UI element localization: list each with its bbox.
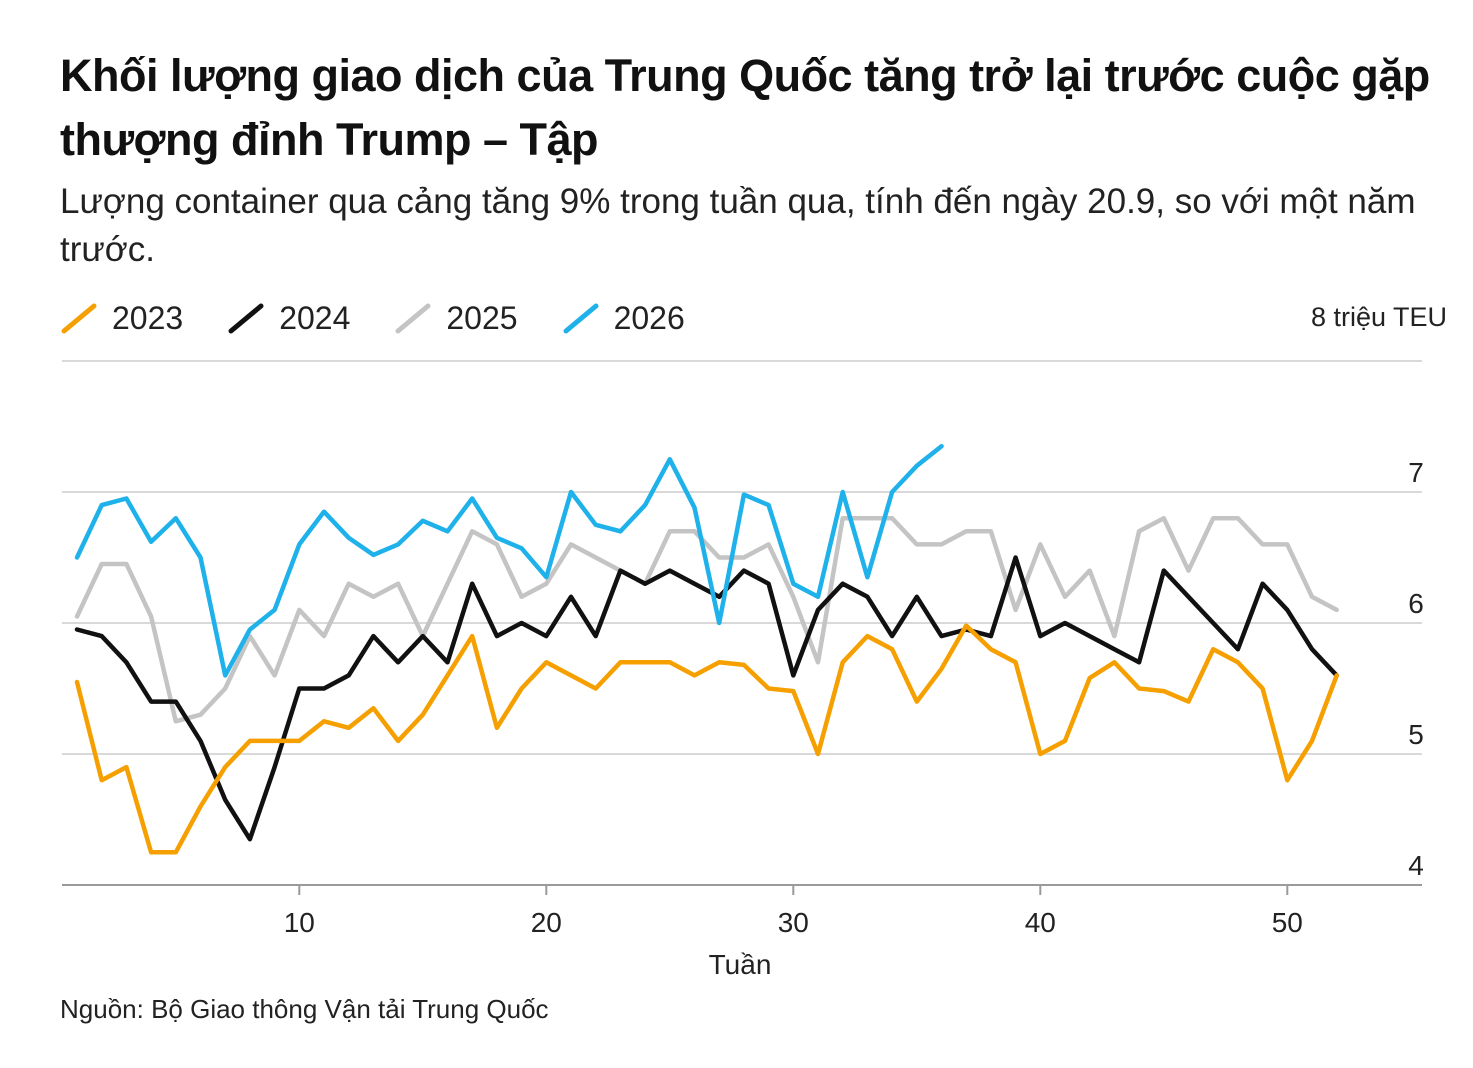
chart-subtitle: Lượng container qua cảng tăng 9% trong t… — [60, 182, 1416, 269]
legend-item-2026: 2026 — [562, 300, 685, 337]
legend-swatch-2026 — [563, 303, 599, 334]
legend-swatch-2023 — [61, 303, 97, 334]
legend-swatch-2024 — [228, 303, 264, 334]
legend-label-2024: 2024 — [279, 299, 351, 336]
y-tick-label-6: 6 — [1408, 588, 1424, 619]
legend-item-2025: 2025 — [394, 299, 518, 337]
series-line-2023 — [74, 623, 1339, 855]
x-tick-label-50: 50 — [1272, 907, 1303, 938]
unit-label: 8 triệu TEU — [1310, 302, 1447, 332]
y-tick-label-4: 4 — [1408, 850, 1424, 881]
y-tick-label-5: 5 — [1408, 719, 1424, 750]
x-tick-label-10: 10 — [284, 907, 315, 938]
series-line-2025 — [74, 515, 1339, 724]
legend-label-2025: 2025 — [446, 299, 518, 336]
legend-item-2023: 2023 — [60, 300, 183, 337]
legend: 2023 2024 2025 2026 — [60, 292, 729, 344]
legend-label-2023: 2023 — [112, 299, 184, 336]
x-tick-label-40: 40 — [1025, 907, 1056, 938]
y-tick-label-7: 7 — [1408, 457, 1424, 488]
x-axis-label: Tuần — [709, 949, 772, 980]
series-line-2026 — [74, 443, 944, 678]
x-tick-label-20: 20 — [531, 907, 562, 938]
legend-swatch-2025 — [395, 303, 431, 334]
series-line-2024 — [74, 555, 1339, 842]
source-note: Nguồn: Bộ Giao thông Vận tải Trung Quốc — [60, 994, 549, 1024]
x-tick-label-30: 30 — [778, 907, 809, 938]
legend-label-2026: 2026 — [613, 299, 685, 336]
legend-item-2024: 2024 — [227, 300, 350, 337]
chart-title: Khối lượng giao dịch của Trung Quốc tăng… — [60, 50, 1430, 165]
